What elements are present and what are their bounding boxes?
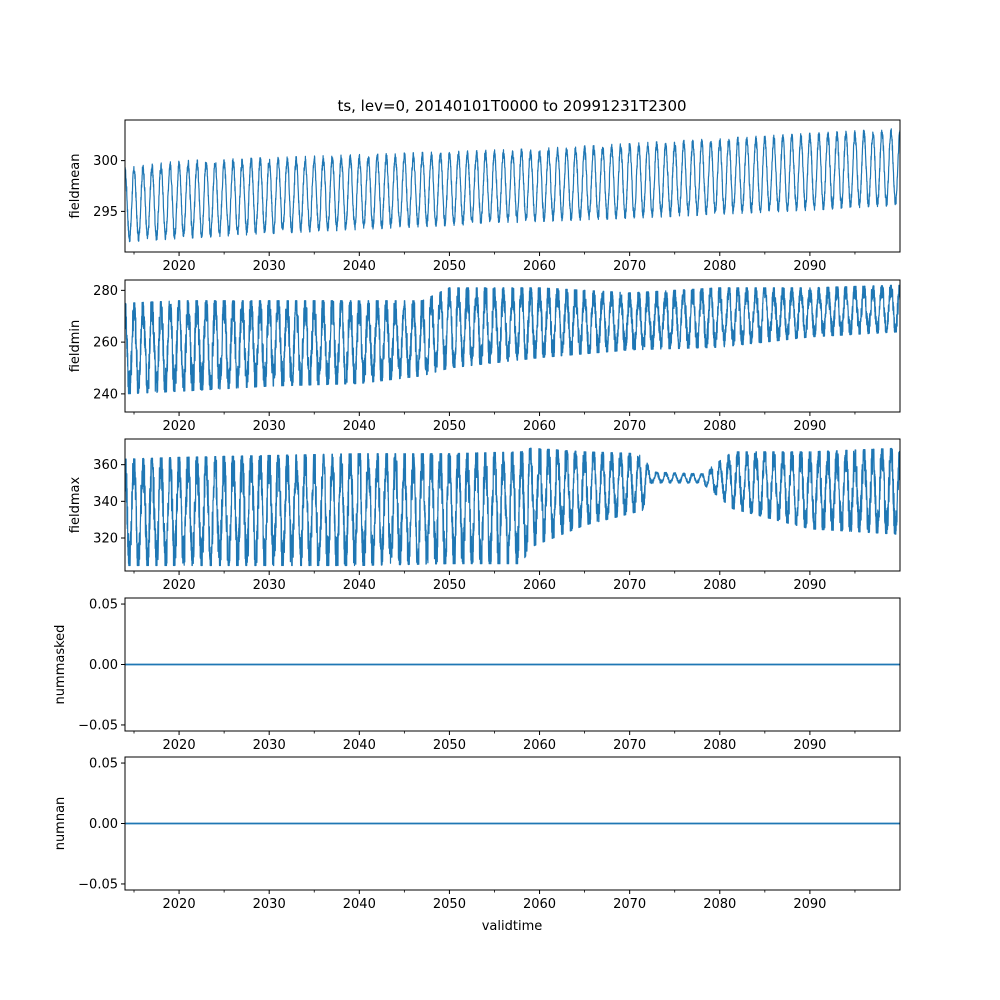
y-tick-label: 0.05 — [89, 757, 118, 772]
panel-numnan: 2020 2030 2040 2050 2060 2070 2080 2090 −0.05 0.0… — [53, 756, 901, 912]
x-tick-label: 2020 — [163, 419, 196, 434]
y-tick-label: 0.00 — [89, 817, 118, 832]
x-tick-label: 2060 — [523, 738, 556, 753]
x-tick-label: 2080 — [703, 259, 736, 274]
series-line — [125, 128, 900, 243]
x-tick-label: 2090 — [793, 578, 826, 593]
x-tick-label: 2080 — [703, 738, 736, 753]
x-tick-label: 2090 — [793, 738, 826, 753]
x-tick-label: 2020 — [163, 259, 196, 274]
x-tick-label: 2040 — [343, 419, 376, 434]
x-tick-label: 2070 — [613, 259, 646, 274]
x-tick-label: 2080 — [703, 578, 736, 593]
x-tick-label: 2020 — [163, 897, 196, 912]
x-tick-label: 2090 — [793, 897, 826, 912]
x-tick-label: 2030 — [253, 738, 286, 753]
y-axis-title: nummasked — [53, 625, 68, 705]
x-tick-label: 2040 — [343, 259, 376, 274]
plot-frame — [124, 119, 901, 253]
y-tick-label: 295 — [93, 205, 118, 220]
y-tick-label: 0.05 — [89, 598, 118, 613]
x-tick-label: 2090 — [793, 259, 826, 274]
y-tick-label: 240 — [93, 387, 118, 402]
x-tick-label: 2020 — [163, 578, 196, 593]
y-axis-title: fieldmax — [68, 477, 83, 534]
x-tick-label: 2060 — [523, 897, 556, 912]
x-tick-label: 2080 — [703, 419, 736, 434]
panel-nummasked: 2020 2030 2040 2050 2060 2070 2080 2090 −0.05 0.0… — [53, 597, 901, 753]
y-tick-label: 0.00 — [89, 658, 118, 673]
y-axis-title: fieldmin — [68, 320, 83, 373]
x-tick-label: 2050 — [433, 738, 466, 753]
x-tick-label: 2050 — [433, 897, 466, 912]
y-tick-label: 280 — [93, 284, 118, 299]
x-tick-label: 2020 — [163, 738, 196, 753]
x-tick-label: 2070 — [613, 419, 646, 434]
y-tick-label: 300 — [93, 154, 118, 169]
figure-title: ts, lev=0, 20140101T0000 to 20991231T230… — [337, 97, 686, 115]
x-tick-label: 2030 — [253, 259, 286, 274]
plot-frame — [124, 279, 901, 413]
x-tick-label: 2080 — [703, 897, 736, 912]
y-tick-label: 260 — [93, 336, 118, 351]
x-tick-label: 2040 — [343, 578, 376, 593]
x-tick-label: 2070 — [613, 897, 646, 912]
x-tick-label: 2040 — [343, 738, 376, 753]
plot-frame — [124, 438, 901, 572]
x-tick-label: 2050 — [433, 419, 466, 434]
panel-fieldmean: 2020 2030 2040 2050 2060 2070 2080 2090 295 300 fi… — [68, 119, 901, 274]
x-tick-label: 2090 — [793, 419, 826, 434]
y-tick-label: −0.05 — [78, 877, 118, 892]
x-tick-label: 2050 — [433, 259, 466, 274]
x-tick-label: 2060 — [523, 578, 556, 593]
series-line — [125, 284, 900, 395]
panel-fieldmax: 2020 2030 2040 2050 2060 2070 2080 2090 320 340 36… — [68, 438, 901, 593]
y-tick-label: 360 — [93, 458, 118, 473]
panel-fieldmin: 2020 2030 2040 2050 2060 2070 2080 2090 240 260 28… — [68, 279, 901, 434]
x-tick-label: 2030 — [253, 897, 286, 912]
x-tick-label: 2030 — [253, 578, 286, 593]
x-tick-label: 2060 — [523, 259, 556, 274]
series-line — [125, 447, 900, 567]
x-tick-label: 2070 — [613, 578, 646, 593]
x-tick-label: 2040 — [343, 897, 376, 912]
x-axis-title: validtime — [482, 919, 543, 934]
y-axis-title: fieldmean — [68, 154, 83, 219]
x-tick-label: 2060 — [523, 419, 556, 434]
y-tick-label: 340 — [93, 495, 118, 510]
y-tick-label: −0.05 — [78, 718, 118, 733]
x-tick-label: 2070 — [613, 738, 646, 753]
x-tick-label: 2030 — [253, 419, 286, 434]
x-tick-label: 2050 — [433, 578, 466, 593]
y-tick-label: 320 — [93, 532, 118, 547]
y-axis-title: numnan — [53, 797, 68, 851]
